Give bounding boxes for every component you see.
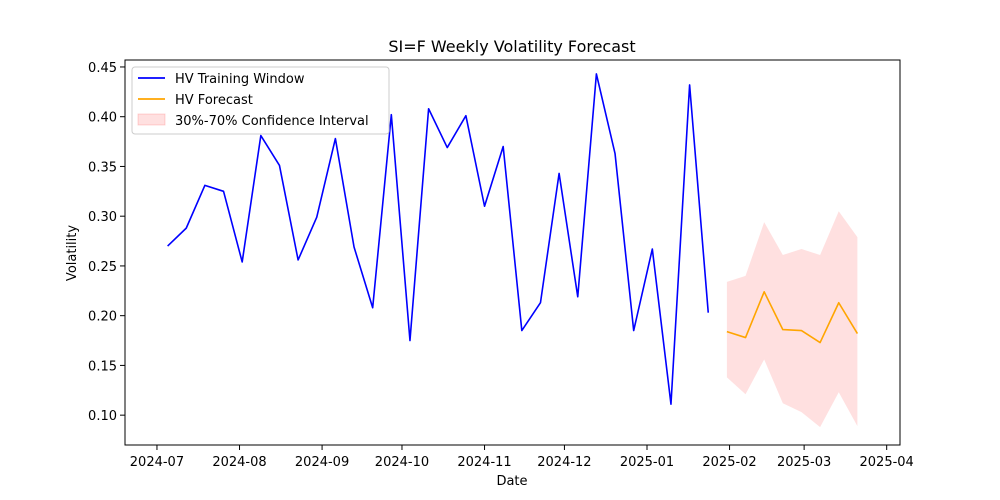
x-axis-label: Date xyxy=(496,474,527,489)
y-axis-label: Volatility xyxy=(65,225,80,281)
x-tick-label: 2025-04 xyxy=(860,455,914,470)
x-tick-label: 2024-09 xyxy=(295,455,349,470)
x-axis: 2024-07 2024-08 2024-09 2024-10 2024-11 2024-… xyxy=(130,445,914,470)
y-tick-label: 0.15 xyxy=(88,359,117,374)
x-tick-label: 2024-10 xyxy=(375,455,429,470)
chart-title: SI=F Weekly Volatility Forecast xyxy=(388,37,635,56)
series-line-1 xyxy=(726,290,859,344)
x-tick-label: 2025-02 xyxy=(702,455,756,470)
y-tick-label: 0.40 xyxy=(88,111,117,126)
legend: HV Training Window HV Forecast 30%-70% Con… xyxy=(131,66,390,135)
y-tick-label: 0.45 xyxy=(88,61,117,76)
legend-label: HV Training Window xyxy=(175,72,305,87)
legend-swatch-band xyxy=(137,113,166,126)
x-tick-label: 2024-11 xyxy=(457,455,511,470)
x-tick-label: 2025-01 xyxy=(620,455,674,470)
x-tick-label: 2024-12 xyxy=(537,455,591,470)
confidence-interval-band xyxy=(726,211,858,428)
series-lines-layer xyxy=(167,73,859,406)
legend-box xyxy=(131,66,390,135)
plot-frame xyxy=(124,59,901,446)
y-tick-label: 0.25 xyxy=(88,260,117,275)
series-line-0 xyxy=(167,73,710,406)
x-tick-label: 2024-07 xyxy=(130,455,184,470)
y-tick-label: 0.10 xyxy=(88,409,117,424)
confidence-band-layer xyxy=(726,211,858,428)
y-axis: 0.10 0.15 0.20 0.25 0.30 0.35 0.40 0.45 xyxy=(88,61,125,424)
y-tick-label: 0.35 xyxy=(88,160,117,175)
y-tick-label: 0.30 xyxy=(88,210,117,225)
x-tick-label: 2024-08 xyxy=(212,455,266,470)
x-tick-label: 2025-03 xyxy=(777,455,831,470)
y-tick-label: 0.20 xyxy=(88,310,117,325)
legend-label: 30%-70% Confidence Interval xyxy=(175,114,369,129)
legend-label: HV Forecast xyxy=(175,93,253,108)
